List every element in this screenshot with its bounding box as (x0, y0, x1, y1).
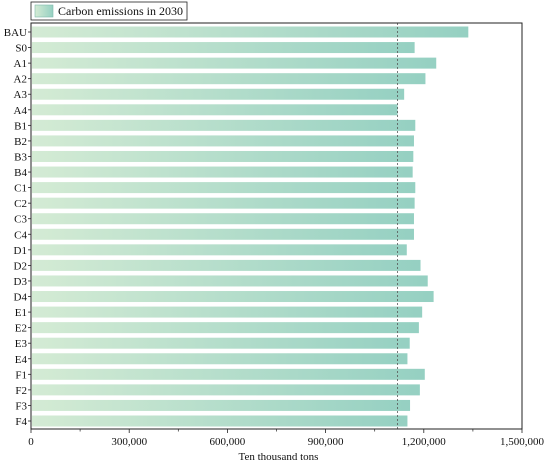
y-tick-label: S0 (15, 43, 27, 55)
y-tick-label: E3 (15, 338, 28, 350)
bar-c4 (32, 228, 414, 240)
y-tick-label: A1 (14, 58, 27, 70)
bar-c3 (32, 213, 414, 225)
x-tick-label: 1,200,000 (402, 436, 447, 448)
y-tick-label: D2 (14, 260, 27, 272)
bar-d3 (32, 275, 428, 287)
y-tick-label: B2 (14, 136, 27, 148)
y-tick-label: F2 (15, 385, 27, 397)
x-tick-label: 300,000 (111, 436, 147, 448)
y-tick-label: F3 (15, 400, 27, 412)
bar-f2 (32, 384, 420, 396)
bar-a2 (32, 73, 426, 85)
bar-d1 (32, 244, 407, 256)
bar-d4 (32, 291, 434, 303)
y-tick-label: BAU (4, 27, 27, 39)
x-tick-label: 600,000 (210, 436, 246, 448)
y-tick-label: E4 (15, 354, 28, 366)
x-tick-label: 0 (28, 436, 34, 448)
bar-c1 (32, 182, 416, 194)
y-tick-label: D4 (14, 292, 28, 304)
y-tick-label: D1 (14, 245, 27, 257)
y-tick-label: B4 (14, 167, 27, 179)
legend-swatch (34, 4, 54, 18)
bar-d2 (32, 259, 421, 271)
bars-group (32, 26, 469, 427)
y-tick-label: A2 (14, 74, 27, 86)
x-tick-label: 1,500,000 (500, 436, 545, 448)
bar-e2 (32, 322, 419, 334)
bar-f1 (32, 368, 425, 380)
y-tick-label: D3 (14, 276, 28, 288)
legend: Carbon emissions in 2030 (30, 1, 188, 21)
bar-f4 (32, 415, 408, 427)
y-tick-labels: BAU S0 A1 A2 A3 A4 B1 B2 B3 B4 C1 C2 C3 C4 D1 D2 D3 D4 E1 E… (4, 27, 31, 428)
bar-bau (32, 26, 469, 38)
y-tick-label: C4 (14, 229, 27, 241)
y-tick-label: C3 (14, 214, 27, 226)
bar-e4 (32, 353, 408, 365)
plot-frame (30, 22, 523, 430)
y-tick-label: C2 (14, 198, 27, 210)
bar-a1 (32, 57, 437, 69)
y-tick-label: A4 (14, 105, 28, 117)
legend-box (30, 1, 188, 21)
x-axis-title: Ten thousand tons (239, 451, 319, 463)
y-tick-label: F4 (15, 416, 27, 428)
bar-b2 (32, 135, 414, 147)
y-tick-label: B1 (14, 120, 27, 132)
x-ticks: 0 300,000 600,000 900,000 1,200,000 1,500,000 (28, 429, 545, 448)
y-tick-label: E1 (15, 307, 27, 319)
bar-b3 (32, 150, 414, 162)
bar-c2 (32, 197, 415, 209)
bar-a3 (32, 88, 405, 100)
bar-e3 (32, 337, 410, 349)
bar-b1 (32, 119, 416, 131)
y-tick-label: A3 (14, 89, 28, 101)
bar-e1 (32, 306, 423, 318)
bar-b4 (32, 166, 413, 178)
legend-label: Carbon emissions in 2030 (58, 4, 183, 18)
x-tick-label: 900,000 (308, 436, 344, 448)
bar-a4 (32, 104, 398, 116)
bar-f3 (32, 399, 411, 411)
y-tick-label: E2 (15, 323, 27, 335)
y-tick-label: F1 (15, 369, 27, 381)
y-tick-label: C1 (14, 183, 27, 195)
bar-s0 (32, 42, 415, 54)
y-tick-label: B3 (14, 151, 27, 163)
